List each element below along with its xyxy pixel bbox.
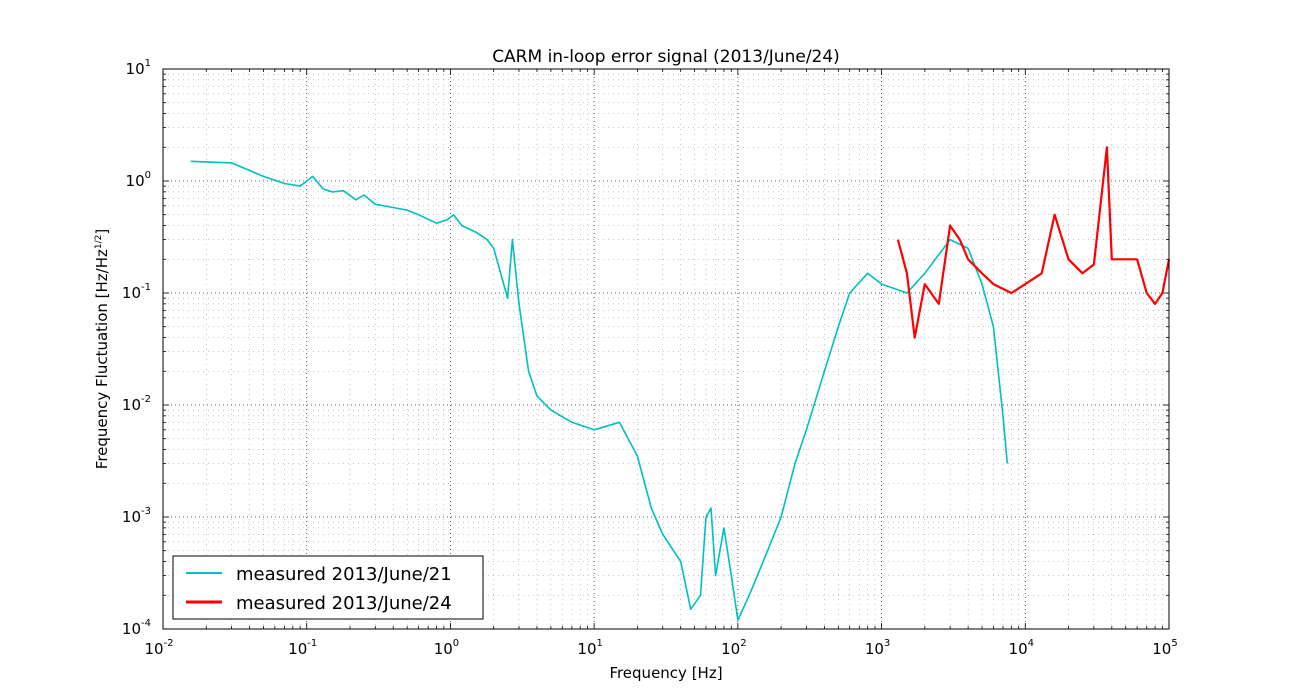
y-tick-labels: 10-4 10-3 10-2 10-1 100 101 [122,58,151,638]
y-axis-label: Frequency Fluctuation [Hz/Hz1/2] [93,229,111,469]
x-tick-label: 100 [434,638,459,658]
x-axis-label: Frequency [Hz] [609,664,722,682]
y-tick-label: 10-1 [122,282,151,302]
legend-label-june-24: measured 2013/June/24 [236,593,452,614]
grid-minor [163,69,1169,629]
y-tick-label: 100 [126,170,151,190]
series-lines [190,146,1171,621]
x-tick-labels: 10-2 10-1 100 101 102 103 104 105 [144,638,1177,658]
x-tick-label: 105 [1152,638,1177,658]
y-axis-label-superscript: 1/2 [94,235,104,249]
series-line-1 [190,160,1009,621]
x-tick-label: 102 [721,638,746,658]
y-tick-label: 101 [126,58,151,78]
series-line-2 [896,146,1171,339]
legend-label-june-21: measured 2013/June/21 [236,564,452,585]
y-axis-label-end: ] [93,229,111,235]
legend: measured 2013/June/21 measured 2013/June… [172,555,484,620]
y-tick-label: 10-2 [122,394,151,414]
x-tick-label: 10-2 [144,638,173,658]
chart-title: CARM in-loop error signal (2013/June/24) [492,47,840,67]
plot-frame [162,68,1170,630]
y-tick-label: 10-4 [122,618,151,638]
y-axis-label-main: Frequency Fluctuation [Hz/Hz [93,249,111,469]
x-tick-label: 101 [577,638,602,658]
legend-box [172,555,484,620]
y-tick-label: 10-3 [122,506,151,526]
x-tick-label: 104 [1009,638,1034,658]
x-tick-label: 103 [865,638,890,658]
x-tick-label: 10-1 [288,638,317,658]
